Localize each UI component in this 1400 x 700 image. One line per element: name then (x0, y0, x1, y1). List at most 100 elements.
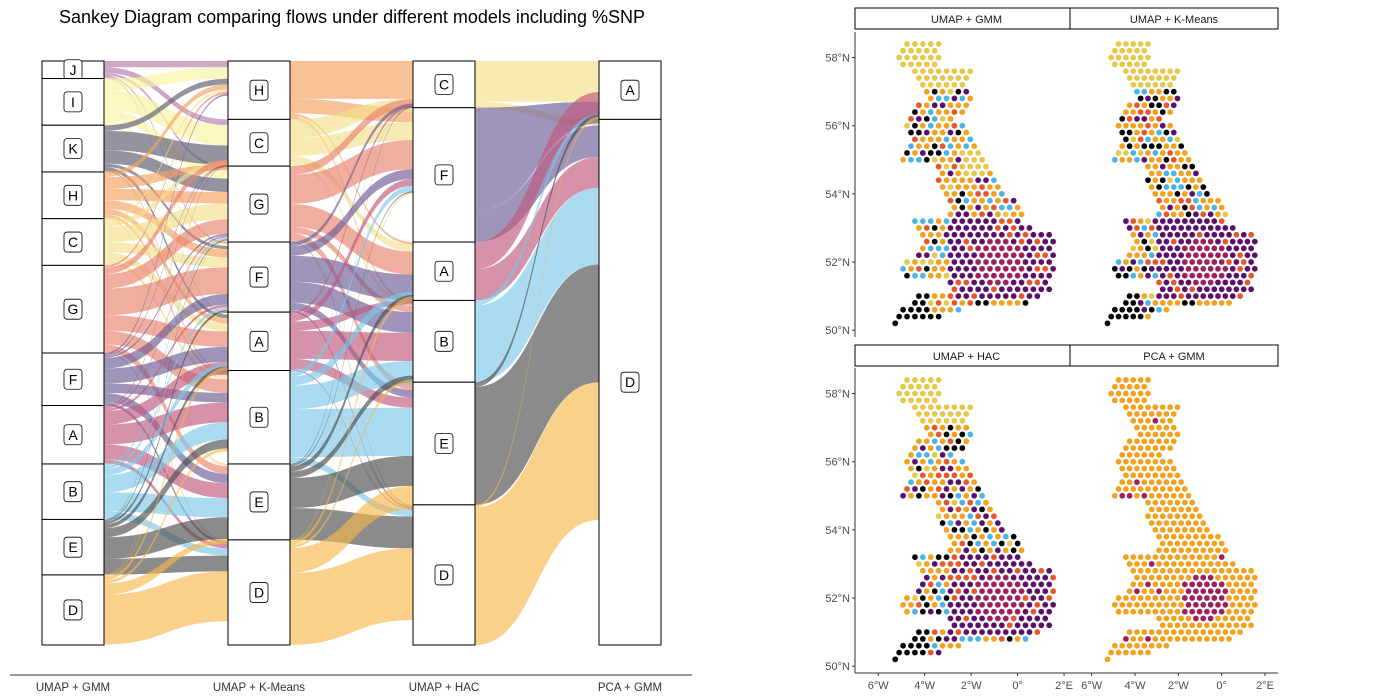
hex-cell (935, 649, 942, 656)
hex-cell (1210, 540, 1218, 547)
flow-0-C-to-B (104, 259, 228, 380)
hex-cell (1137, 471, 1144, 479)
hex-cell (1126, 265, 1133, 273)
hex-cell (1148, 170, 1156, 177)
hex-cell (1144, 95, 1152, 102)
hex-cell (1188, 540, 1196, 547)
hex-cell (919, 81, 927, 89)
hex-cell (1163, 210, 1170, 218)
hex-cell (915, 478, 923, 486)
hex-cell (986, 210, 994, 218)
hex-cell (1159, 149, 1167, 157)
hex-cell (1188, 231, 1196, 239)
hex-cell (1236, 238, 1244, 245)
hex-cell (1014, 635, 1021, 643)
node-label: D (625, 374, 635, 390)
hex-cell (1115, 485, 1122, 493)
hex-cell (943, 417, 950, 425)
hex-cell (1155, 156, 1163, 164)
hex-cell (1177, 279, 1185, 286)
hex-cell (1174, 471, 1181, 479)
hex-cell (974, 567, 982, 575)
hex-cell (1022, 567, 1029, 575)
hex-cell (947, 615, 954, 622)
hex-cell (947, 492, 954, 500)
hex-cell (1218, 231, 1226, 239)
hex-cell (1137, 149, 1144, 157)
hex-cell (1181, 594, 1189, 602)
hex-cell (947, 451, 954, 459)
hex-cell (1152, 176, 1159, 184)
hex-cell (915, 587, 923, 595)
node-label-box (249, 132, 269, 154)
hex-cell (1203, 608, 1211, 616)
hex-cell (1140, 410, 1148, 418)
hex-cell (943, 135, 950, 143)
hex-cell (1196, 176, 1203, 184)
hex-cell (1177, 170, 1185, 177)
hex-cell (1199, 197, 1207, 205)
hex-cell (1133, 224, 1141, 232)
hex-cell (982, 245, 990, 252)
hex-cell (1155, 210, 1163, 218)
hex-cell (1244, 238, 1251, 245)
hex-cell (943, 95, 950, 102)
hex-cell (1233, 285, 1240, 293)
flow-0-K-to-F (104, 163, 228, 250)
hex-cell (958, 163, 966, 170)
hex-cell (1140, 478, 1148, 486)
hex-cell (911, 272, 919, 280)
hex-cell (1222, 279, 1229, 286)
hex-cell (1207, 533, 1214, 541)
hex-cell (1181, 553, 1189, 561)
hex-cell (958, 553, 966, 561)
hex-cell (1030, 621, 1037, 629)
hex-cell (951, 81, 958, 89)
hex-cell (927, 149, 935, 157)
sankey-chart: Sankey Diagram comparing flows under dif… (10, 7, 692, 694)
hex-cell (1133, 642, 1141, 650)
hex-cell (1229, 601, 1237, 609)
hex-cell (1159, 499, 1167, 506)
hex-cell (1214, 279, 1222, 286)
hex-cell (982, 608, 990, 616)
hex-cell (927, 231, 935, 239)
hex-cell (970, 251, 978, 259)
hex-cell (1188, 594, 1196, 602)
hex-cell (990, 540, 998, 547)
hex-cell (891, 320, 899, 327)
hex-cell (1122, 594, 1130, 602)
hex-cell (1041, 265, 1049, 273)
hex-cell (1159, 471, 1167, 479)
hex-cell (943, 108, 950, 116)
flow-0-C-to-C (104, 160, 228, 227)
hex-cell (1181, 258, 1189, 266)
hex-cell (962, 142, 970, 150)
hex-cell (1170, 615, 1178, 622)
hex-cell (1185, 183, 1192, 191)
hex-cell (1133, 478, 1141, 486)
hex-cell (1148, 251, 1156, 259)
hex-cell (1133, 61, 1141, 68)
hex-cell (1163, 251, 1170, 259)
panel-strip (854, 344, 1079, 367)
hex-cell (1002, 628, 1010, 636)
hex-cell (1137, 95, 1144, 102)
hex-cell (923, 587, 931, 595)
hex-cell (1240, 245, 1248, 252)
hex-cell (931, 306, 939, 314)
hex-cell (927, 272, 935, 280)
hex-cell (947, 210, 954, 218)
hex-cell (947, 74, 954, 82)
hex-cell (1203, 299, 1211, 307)
hex-cell (1144, 163, 1152, 170)
hex-cell (1174, 135, 1181, 143)
flow-0-G-to-E (104, 344, 228, 474)
hex-cell (919, 54, 927, 61)
hex-cell (978, 210, 986, 218)
hex-cell (1244, 601, 1251, 609)
hex-cell (1163, 506, 1170, 513)
hex-cell (966, 594, 974, 602)
hex-cell (1152, 135, 1159, 143)
hex-cell (970, 197, 978, 205)
